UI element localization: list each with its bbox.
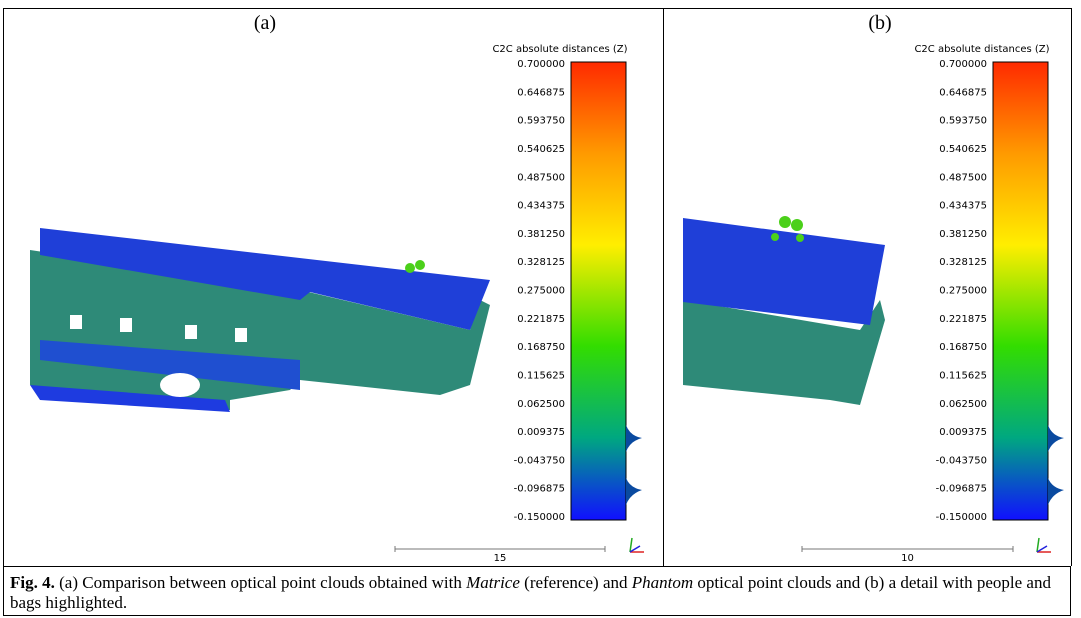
scale-tick: 0.381250 bbox=[939, 229, 987, 240]
axis-icon bbox=[629, 545, 641, 553]
scale-tick: 0.221875 bbox=[517, 314, 565, 325]
scale-tick: -0.150000 bbox=[514, 512, 565, 523]
caption-text: Matrice bbox=[466, 573, 520, 592]
axis-icon bbox=[1036, 545, 1048, 553]
scale-tick: 0.062500 bbox=[517, 399, 565, 410]
figure: (a) C2C absolute distances (Z) 0.700000 0.6… bbox=[3, 8, 1072, 566]
histogram bbox=[1048, 425, 1064, 505]
scale-tick: 0.434375 bbox=[939, 201, 987, 212]
color-bar bbox=[570, 61, 627, 521]
scale-tick: 0.540625 bbox=[939, 144, 987, 155]
scale-tick: -0.150000 bbox=[936, 512, 987, 523]
scale-tick: 0.487500 bbox=[517, 172, 565, 183]
scale-tick: 0.275000 bbox=[939, 286, 987, 297]
scale-tick: 0.328125 bbox=[517, 257, 565, 268]
caption-text: (a) Comparison between optical point clo… bbox=[54, 573, 467, 592]
scale-tick: 0.168750 bbox=[939, 342, 987, 353]
scale-tick: 0.009375 bbox=[939, 427, 987, 438]
scale-tick: -0.043750 bbox=[936, 455, 987, 466]
caption-text: Phantom bbox=[631, 573, 694, 592]
scale-tick: 0.381250 bbox=[517, 229, 565, 240]
point-cloud-a bbox=[30, 228, 490, 412]
frame bbox=[3, 8, 1072, 566]
scale-tick: -0.096875 bbox=[936, 484, 987, 495]
scale-tick: -0.043750 bbox=[514, 455, 565, 466]
caption: Fig. 4. (a) Comparison between optical p… bbox=[3, 566, 1071, 616]
scale-tick: -0.096875 bbox=[514, 484, 565, 495]
scale-tick: 0.221875 bbox=[939, 314, 987, 325]
axis-icon bbox=[629, 537, 633, 553]
scale-tick: 0.593750 bbox=[517, 116, 565, 127]
scale-tick: 0.168750 bbox=[517, 342, 565, 353]
scale-tick: 0.115625 bbox=[939, 370, 987, 381]
scale-bar-label: 15 bbox=[494, 553, 507, 564]
scale-tick: 0.328125 bbox=[939, 257, 987, 268]
scale-title: C2C absolute distances (Z) bbox=[492, 44, 627, 55]
caption-text: (reference) and bbox=[519, 573, 632, 592]
caption-text: optical point clouds and (b) a detail wi… bbox=[10, 573, 1051, 612]
scale-tick: 0.115625 bbox=[517, 370, 565, 381]
axis-icon bbox=[1036, 537, 1040, 553]
scale-tick: 0.434375 bbox=[517, 201, 565, 212]
scale-tick: 0.646875 bbox=[939, 87, 987, 98]
color-bar bbox=[992, 61, 1049, 521]
scale-tick: 0.487500 bbox=[939, 172, 987, 183]
scale-tick: 0.593750 bbox=[939, 116, 987, 127]
panel-label: (a) bbox=[254, 12, 276, 34]
panel-label: (b) bbox=[868, 12, 891, 34]
scale-tick: 0.700000 bbox=[939, 59, 987, 70]
scale-tick: 0.700000 bbox=[517, 59, 565, 70]
scale-tick: 0.009375 bbox=[517, 427, 565, 438]
scale-title: C2C absolute distances (Z) bbox=[914, 44, 1049, 55]
histogram bbox=[626, 425, 642, 505]
caption-label: Fig. 4. bbox=[10, 573, 55, 592]
scale-tick: 0.540625 bbox=[517, 144, 565, 155]
scale-tick: 0.646875 bbox=[517, 87, 565, 98]
scale-tick: 0.062500 bbox=[939, 399, 987, 410]
scale-bar-label: 10 bbox=[901, 553, 914, 564]
scale-tick: 0.275000 bbox=[517, 286, 565, 297]
point-cloud-b bbox=[683, 216, 885, 405]
